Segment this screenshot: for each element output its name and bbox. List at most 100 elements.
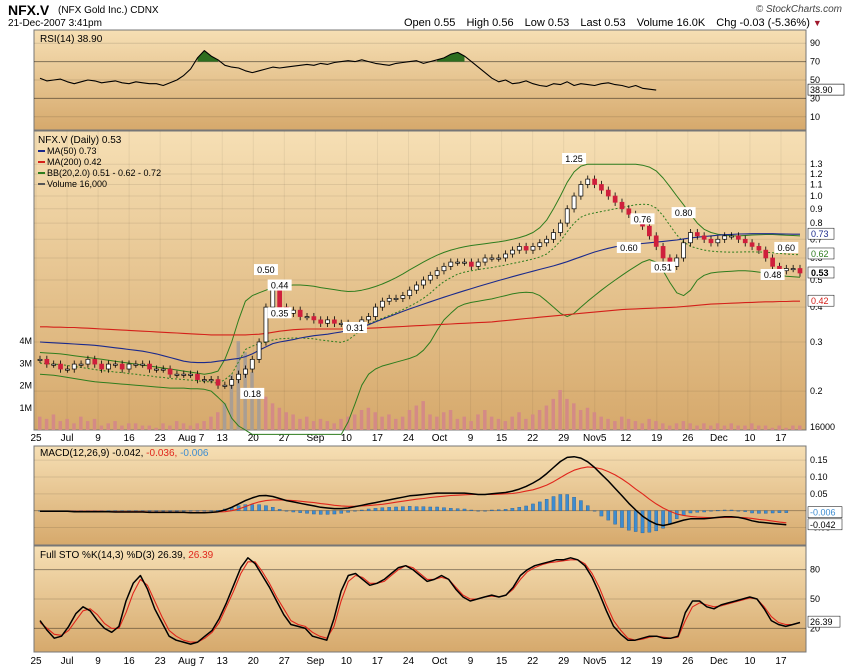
- macd-histogram-bar: [407, 506, 412, 511]
- price-candle: [58, 363, 63, 370]
- macd-histogram-bar: [257, 504, 261, 511]
- price-right-label: 0.42: [811, 296, 829, 306]
- macd-histogram-bar: [620, 510, 624, 528]
- rsi-tick-label: 30: [810, 93, 820, 103]
- volume-bar: [743, 425, 747, 430]
- macd-histogram-bar: [353, 510, 357, 512]
- volume-bar: [38, 416, 42, 430]
- price-annotation-box: [267, 279, 292, 291]
- volume-bar: [736, 425, 740, 430]
- macd-histogram-bar: [360, 509, 364, 511]
- price-candle: [530, 246, 536, 251]
- macd-histogram-bar: [284, 510, 289, 512]
- price-candle: [112, 363, 118, 366]
- macd-histogram-bar: [764, 510, 768, 514]
- x-tick-label: Aug 7: [178, 656, 205, 667]
- x-tick-label: Sep: [306, 656, 324, 667]
- price-candle: [379, 300, 385, 308]
- price-candle: [71, 363, 77, 370]
- rsi-tick-label: 70: [810, 57, 820, 67]
- price-candle: [558, 222, 563, 233]
- macd-histogram-bar: [661, 510, 665, 529]
- macd-histogram-bar: [633, 510, 638, 532]
- price-candle: [434, 270, 440, 276]
- macd-histogram-bar: [640, 510, 645, 534]
- price-candle: [92, 358, 98, 365]
- price-candle: [332, 319, 337, 324]
- price-candle: [270, 289, 276, 308]
- x-tick-label: 17: [775, 656, 787, 667]
- brand-logo[interactable]: © StockCharts.com: [755, 4, 842, 15]
- volume-bar: [352, 414, 357, 430]
- volume-bar: [311, 421, 316, 430]
- x-tick-label: Jul: [61, 433, 74, 444]
- volume-bar: [92, 418, 97, 430]
- volume-bar: [339, 418, 343, 430]
- quote-change: -0.03 (-5.36%): [739, 17, 810, 29]
- quote-open: 0.55: [433, 17, 456, 29]
- x-tick-label: 24: [403, 656, 415, 667]
- volume-bar: [626, 418, 631, 430]
- volume-bar: [647, 418, 651, 430]
- x-tick-label: Nov5: [583, 656, 607, 667]
- price-annotation: 0.31: [346, 323, 364, 333]
- volume-bar: [688, 423, 692, 430]
- quote-high: 0.56: [492, 17, 514, 29]
- rsi-tick-label: 50: [810, 75, 820, 85]
- volume-bar: [640, 423, 645, 430]
- macd-histogram-bar: [599, 510, 604, 517]
- volume-bar: [462, 416, 467, 430]
- price-candle: [462, 261, 467, 264]
- volume-bar: [58, 421, 63, 430]
- volume-bar: [72, 423, 76, 430]
- volume-bar: [140, 425, 145, 430]
- price-candle: [393, 297, 399, 300]
- x-tick-label: 20: [248, 656, 260, 667]
- price-candle: [715, 238, 721, 244]
- x-tick-label: 29: [558, 656, 570, 667]
- macd-histogram-bar: [654, 510, 658, 532]
- price-tick-label: 1.0: [810, 191, 823, 201]
- price-candle: [297, 309, 303, 317]
- macd-histogram-bar: [613, 510, 617, 525]
- macd-histogram-bar: [476, 510, 480, 512]
- volume-bar: [79, 416, 83, 430]
- price-tick-label: 0.9: [810, 204, 823, 214]
- price-candle: [763, 249, 769, 259]
- price-candle: [318, 319, 324, 324]
- price-candle: [147, 363, 152, 370]
- x-tick-label: Aug 7: [178, 433, 205, 444]
- macd-histogram-bar: [606, 510, 611, 521]
- price-annotation: 1.25: [565, 154, 583, 164]
- macd-histogram-bar: [442, 507, 446, 511]
- price-candle: [770, 257, 775, 267]
- volume-bar: [510, 416, 514, 430]
- volume-bar: [661, 423, 665, 430]
- volume-bar: [763, 425, 768, 430]
- x-tick-label: 10: [341, 656, 353, 667]
- chart-date: 21-Dec-2007 3:41pm: [8, 18, 102, 29]
- price-annotation: 0.76: [634, 214, 652, 224]
- price-candle: [551, 232, 556, 240]
- price-candle: [400, 295, 406, 299]
- price-candle: [674, 257, 680, 267]
- price-tick-label: 1.2: [810, 169, 823, 179]
- macd-histogram-bar: [688, 510, 693, 514]
- price-annotation-box: [342, 322, 367, 334]
- price-candle: [37, 358, 43, 361]
- x-tick-label: Oct: [432, 433, 448, 444]
- macd-histogram-bar: [387, 507, 391, 511]
- macd-histogram-bar: [449, 508, 453, 511]
- macd-histogram-bar: [572, 497, 576, 511]
- quote-low: 0.53: [547, 17, 570, 29]
- macd-histogram-bar: [455, 508, 460, 511]
- volume-bar: [654, 421, 658, 430]
- macd-line: [40, 455, 787, 527]
- price-candle: [605, 189, 611, 197]
- volume-bar: [524, 418, 528, 430]
- volume-bar: [127, 423, 131, 430]
- bb-middle-line: [39, 203, 801, 384]
- volume-bar: [51, 414, 56, 430]
- volume-bar: [161, 423, 165, 430]
